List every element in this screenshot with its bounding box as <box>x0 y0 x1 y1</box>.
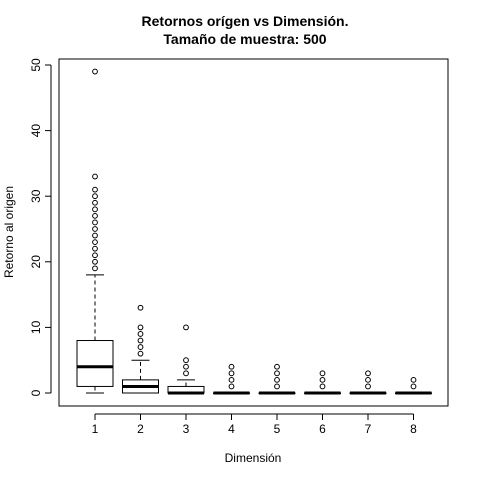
y-tick-label: 0 <box>29 389 43 396</box>
outlier-point <box>137 331 144 337</box>
outlier-point <box>319 370 326 377</box>
x-tick-label: 3 <box>183 422 190 436</box>
x-tick-label: 6 <box>319 422 326 436</box>
x-tick-label: 7 <box>365 422 372 436</box>
outlier-point <box>137 344 144 350</box>
outlier-point <box>183 357 189 364</box>
outlier-point <box>365 376 371 383</box>
chart-title: Retornos orígen vs Dimensión. <box>142 13 349 29</box>
plot-layer: 0 10 20 30 40 50 1 2 3 4 5 6 7 8 <box>29 58 432 436</box>
y-tick-label: 40 <box>29 124 43 138</box>
outlier-point <box>92 199 98 206</box>
outlier-point <box>183 370 189 377</box>
y-axis-label: Retorno al origen <box>2 186 16 278</box>
outlier-point <box>137 304 144 311</box>
outlier-point <box>92 239 98 246</box>
outlier-point <box>274 370 280 377</box>
x-tick-label: 2 <box>137 422 144 436</box>
outlier-point <box>410 376 417 383</box>
outlier-point <box>410 383 417 390</box>
outlier-point <box>92 186 98 193</box>
outlier-point <box>92 212 98 219</box>
outlier-point <box>228 363 235 370</box>
y-tick-label: 50 <box>29 58 43 72</box>
outlier-point <box>92 206 98 213</box>
y-tick-label: 10 <box>29 320 43 334</box>
plot-frame <box>58 58 449 407</box>
outlier-point <box>274 376 280 383</box>
x-axis-label: Dimensión <box>225 451 282 465</box>
outlier-point <box>137 350 144 357</box>
outlier-point <box>319 383 326 390</box>
outlier-point <box>319 376 326 383</box>
outlier-point <box>365 370 371 377</box>
outlier-point <box>92 232 98 239</box>
outlier-point <box>92 258 98 265</box>
x-tick-label: 1 <box>92 422 99 436</box>
outlier-point <box>92 173 98 180</box>
outlier-point <box>274 383 280 390</box>
y-tick-label: 20 <box>29 255 43 269</box>
outlier-point <box>92 193 98 200</box>
outlier-point <box>92 68 98 75</box>
box-1 <box>76 340 114 387</box>
outlier-point <box>183 363 189 370</box>
outlier-point <box>228 383 235 390</box>
outlier-point <box>183 324 189 331</box>
y-tick-label: 30 <box>29 189 43 203</box>
outlier-point <box>365 383 371 390</box>
outlier-point <box>228 370 235 377</box>
outlier-point <box>92 252 98 259</box>
x-tick-label: 8 <box>410 422 417 436</box>
outlier-point <box>228 376 235 383</box>
outlier-point <box>274 363 280 370</box>
outlier-point <box>92 245 98 252</box>
outlier-point <box>92 265 98 272</box>
outlier-point <box>92 226 98 232</box>
x-tick-label: 5 <box>274 422 281 436</box>
outlier-point <box>92 219 98 226</box>
chart-subtitle: Tamaño de muestra: 500 <box>163 31 326 47</box>
outlier-point <box>137 337 144 344</box>
x-tick-label: 4 <box>228 422 235 436</box>
outlier-point <box>137 324 144 331</box>
